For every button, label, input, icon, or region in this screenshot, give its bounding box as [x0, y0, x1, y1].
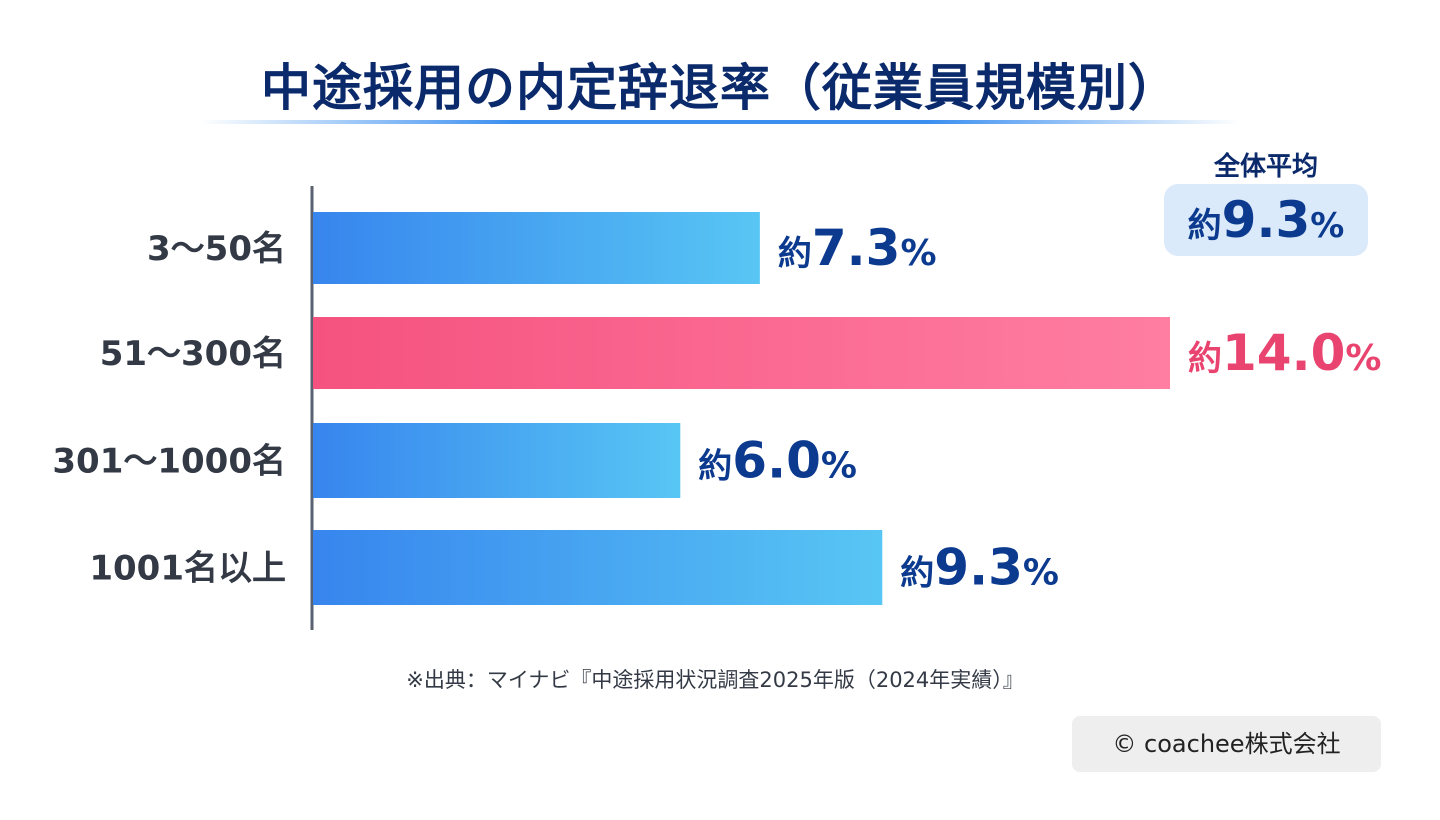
bar-chart: 3～50名 約7.3%51～300名 約14.0%301～1000名 約6.0%100…	[52, 186, 1381, 630]
data-label: 約6.0%	[698, 432, 857, 490]
data-label-value: 14.0	[1222, 324, 1345, 382]
average-prefix: 約	[1187, 206, 1222, 246]
data-label-unit: %	[1345, 338, 1381, 379]
data-label-prefix: 約	[900, 554, 934, 594]
data-label-prefix: 約	[1188, 339, 1222, 379]
category-label: 1001名以上	[89, 549, 286, 589]
data-label-value: 7.3	[812, 219, 901, 277]
bar	[313, 317, 1170, 389]
category-label: 301～1000名	[52, 442, 286, 482]
chart-title: 中途採用の内定辞退率（従業員規模別）	[261, 59, 1179, 117]
data-label-value: 9.3	[934, 539, 1023, 597]
average-badge: 約 9.3 %	[1164, 184, 1368, 256]
data-label-unit: %	[900, 233, 936, 274]
bar	[313, 212, 760, 284]
category-label: 3～50名	[147, 229, 286, 269]
source-note: ※出典：マイナビ『中途採用状況調査2025年版（2024年実績）』	[406, 668, 1024, 692]
data-label: 約14.0%	[1188, 324, 1381, 382]
title-underline	[200, 120, 1240, 124]
bar	[313, 530, 883, 605]
data-label-value: 6.0	[732, 432, 821, 490]
data-label-unit: %	[1023, 553, 1059, 594]
data-label: 約9.3%	[900, 539, 1059, 597]
bar	[313, 423, 681, 498]
average-label: 全体平均	[1213, 152, 1318, 182]
category-label: 51～300名	[100, 334, 286, 374]
data-label: 約7.3%	[778, 219, 937, 277]
average-value: 9.3	[1221, 191, 1311, 249]
copyright-badge: © coachee株式会社	[1072, 716, 1381, 772]
data-label-unit: %	[821, 446, 857, 487]
data-label-prefix: 約	[778, 234, 812, 274]
average-unit: %	[1310, 206, 1345, 246]
data-label-prefix: 約	[698, 447, 732, 487]
